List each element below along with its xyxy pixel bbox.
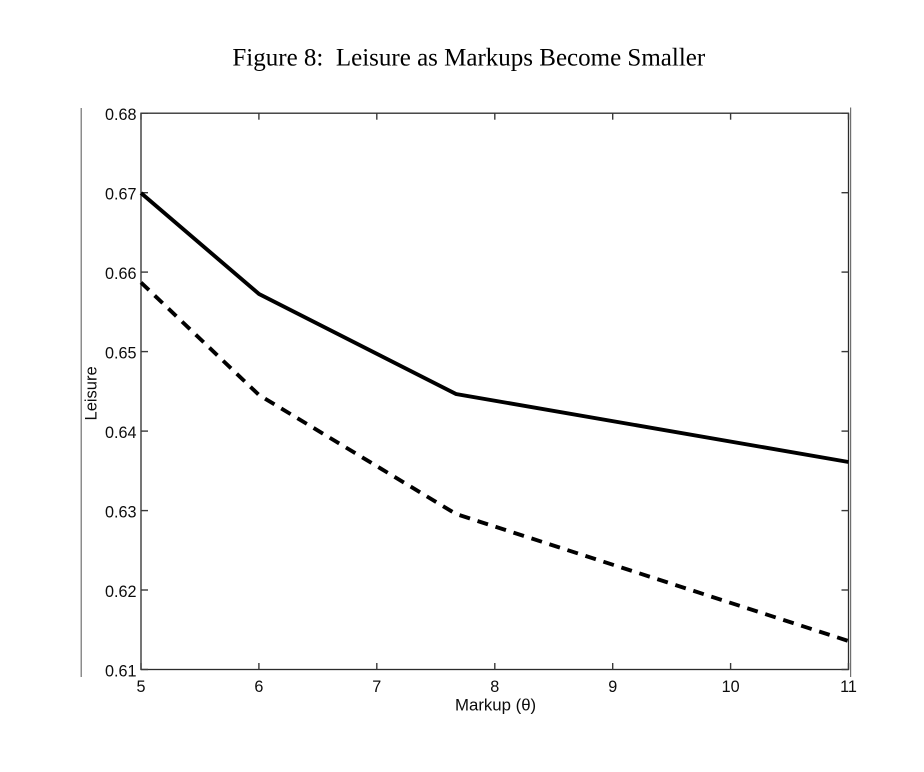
svg-text:8: 8	[490, 678, 499, 696]
svg-text:9: 9	[608, 678, 617, 696]
svg-text:Leisure: Leisure	[82, 366, 100, 420]
svg-text:Figure 8: Leisure as Markups B: Figure 8: Leisure as Markups Become Smal…	[232, 44, 705, 71]
svg-text:0.64: 0.64	[105, 424, 137, 442]
svg-text:10: 10	[722, 678, 740, 696]
svg-text:0.61: 0.61	[105, 662, 137, 680]
svg-text:0.66: 0.66	[105, 265, 137, 283]
svg-text:0.65: 0.65	[105, 345, 137, 363]
svg-text:Markup (θ): Markup (θ)	[455, 695, 536, 714]
svg-text:7: 7	[372, 678, 381, 696]
svg-text:0.62: 0.62	[105, 583, 137, 601]
svg-text:5: 5	[136, 678, 145, 696]
svg-text:6: 6	[254, 678, 263, 696]
svg-text:0.63: 0.63	[105, 504, 137, 522]
svg-text:0.68: 0.68	[105, 106, 137, 124]
svg-text:0.67: 0.67	[105, 186, 137, 204]
svg-text:11: 11	[840, 678, 857, 696]
